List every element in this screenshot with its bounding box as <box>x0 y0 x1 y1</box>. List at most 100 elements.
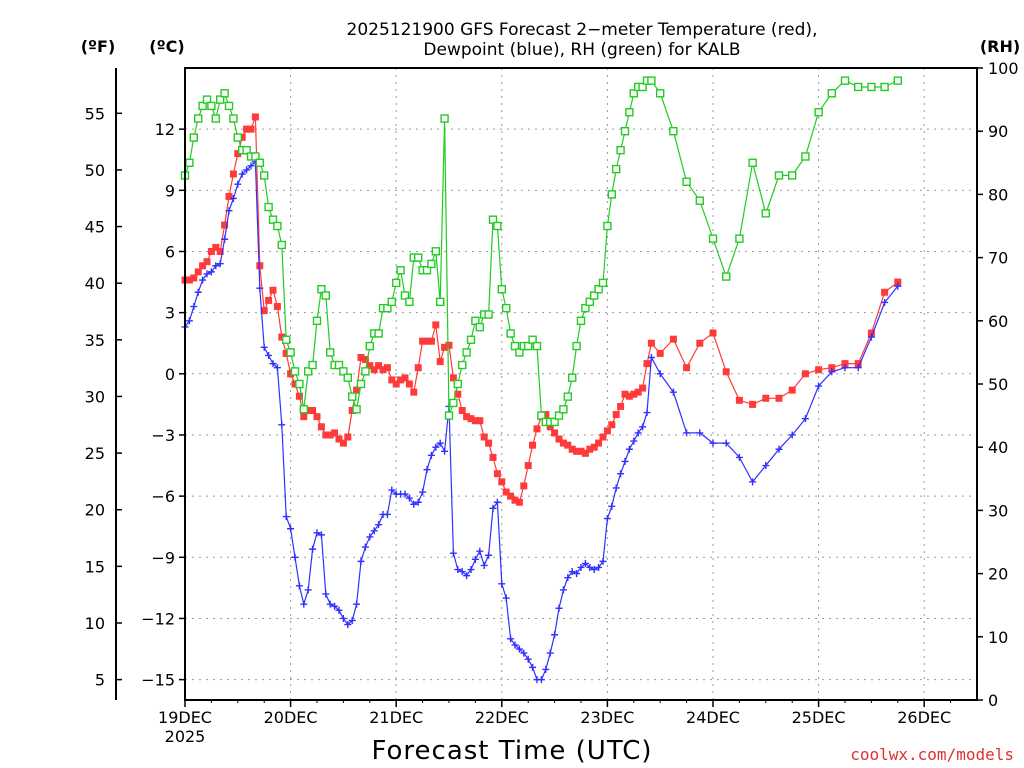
dewpoint-point <box>423 466 431 474</box>
temperature-point <box>599 433 607 441</box>
temperature-point <box>454 390 462 398</box>
rh-point <box>708 234 718 243</box>
temperature-point <box>339 439 347 447</box>
dewpoint-point <box>476 547 484 555</box>
rh-point <box>260 171 269 180</box>
dewpoint-point <box>361 543 369 551</box>
dewpoint-point <box>331 602 339 610</box>
dewpoint-point <box>309 545 317 553</box>
rh-point <box>488 215 498 224</box>
temperature-point <box>647 339 655 347</box>
temperature-point <box>498 478 506 486</box>
rh-point <box>229 114 238 123</box>
fahrenheit-tick-label: 10 <box>85 614 105 633</box>
dewpoint-point <box>313 529 321 537</box>
dewpoint-point <box>243 166 251 174</box>
x-tick-label: 26DEC <box>897 708 951 727</box>
dewpoint-line <box>184 160 899 681</box>
rh-point <box>440 114 449 123</box>
rh-point <box>475 322 484 332</box>
rh-point <box>321 291 330 300</box>
rh-point <box>502 303 511 313</box>
temperature-point <box>441 343 449 351</box>
temperature-point <box>221 221 229 229</box>
temperature-point <box>278 333 286 341</box>
dewpoint-point <box>335 606 343 614</box>
temperature-point <box>348 407 356 415</box>
temperature-point <box>243 125 251 133</box>
temperature-point <box>423 337 431 345</box>
rh-point <box>774 171 784 180</box>
rh-point <box>348 392 357 401</box>
dewpoint-point <box>357 557 365 565</box>
temperature-point <box>630 390 638 398</box>
rh-point <box>682 177 691 186</box>
dewpoint-point <box>388 486 396 494</box>
temperature-point <box>735 396 743 404</box>
x-tick-label: 22DEC <box>475 708 529 727</box>
rh-point <box>598 278 608 288</box>
dewpoint-point <box>212 262 220 270</box>
temperature-point <box>533 425 541 433</box>
dewpoint-point <box>185 317 193 325</box>
dewpoint-point <box>639 423 647 431</box>
rh-point <box>594 285 603 294</box>
fahrenheit-tick-label: 5 <box>95 671 105 690</box>
rh-point <box>185 158 194 168</box>
rh-point <box>607 190 616 199</box>
rh-point <box>748 158 757 168</box>
series-layer <box>180 76 902 684</box>
dewpoint-point <box>260 343 268 351</box>
dewpoint-point <box>265 351 273 359</box>
dewpoint-point <box>524 655 532 663</box>
temperature-point <box>577 447 585 455</box>
fahrenheit-tick-label: 25 <box>85 444 105 463</box>
rh-point <box>193 114 203 123</box>
rh-point <box>224 101 234 111</box>
temperature-point <box>414 364 422 372</box>
rh-tick-label: 0 <box>988 691 998 710</box>
temperature-point <box>251 113 259 121</box>
dewpoint-point <box>568 568 576 576</box>
dewpoint-point <box>515 645 523 653</box>
temperature-point <box>617 402 625 410</box>
dewpoint-point <box>405 494 413 502</box>
temperature-point <box>353 386 361 394</box>
rh-point <box>387 297 396 307</box>
dewpoint-point <box>775 445 783 453</box>
rh-point <box>449 398 458 408</box>
rh-tick-label: 30 <box>988 501 1008 520</box>
dewpoint-point <box>463 572 471 580</box>
dewpoint-point <box>801 415 809 423</box>
temperature-point <box>625 392 633 400</box>
rh-point <box>255 158 264 168</box>
dewpoint-point <box>722 439 730 447</box>
temperature-point <box>683 364 691 372</box>
rh-point <box>453 379 462 389</box>
temperature-point <box>749 400 757 408</box>
celsius-tick-label: −12 <box>141 609 175 628</box>
rh-point <box>295 379 304 389</box>
dewpoint-point <box>788 431 796 439</box>
temperature-point <box>564 441 572 449</box>
rh-point <box>510 341 520 351</box>
fahrenheit-tick-label: 50 <box>85 161 105 180</box>
rh-point <box>290 367 300 376</box>
dewpoint-point <box>621 457 629 465</box>
dewpoint-point <box>419 488 427 496</box>
rh-point <box>422 266 432 275</box>
dewpoint-point <box>511 641 519 649</box>
dewpoint-point <box>458 568 466 576</box>
rh-point <box>493 221 502 231</box>
rh-point <box>202 95 212 104</box>
temperature-point <box>185 276 193 284</box>
temperature-point <box>507 492 515 500</box>
dewpoint-point <box>647 353 655 361</box>
temperature-point <box>432 321 440 329</box>
temperature-point <box>190 274 198 282</box>
temperature-point <box>568 445 576 453</box>
rh-point <box>215 95 225 104</box>
temperature-point <box>216 247 224 255</box>
rh-point <box>317 285 326 294</box>
dewpoint-point <box>599 557 607 565</box>
